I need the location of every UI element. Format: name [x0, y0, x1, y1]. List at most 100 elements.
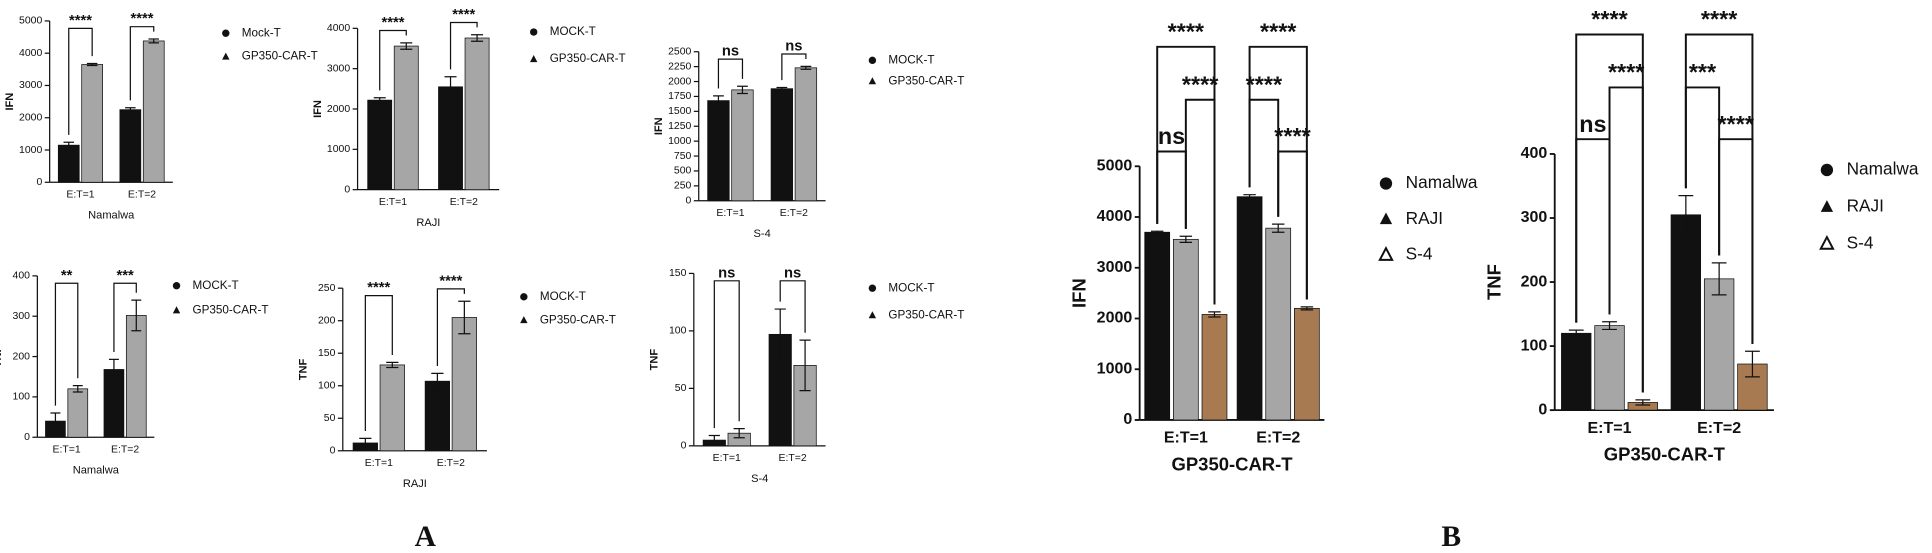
legend-marker — [222, 52, 230, 60]
significance-bracket — [449, 21, 478, 70]
y-tick-label: 0 — [36, 177, 42, 188]
x-tick-label: E:T=1 — [716, 208, 744, 219]
significance-label: ** — [61, 268, 73, 284]
significance-bracket — [113, 282, 137, 352]
x-tick-label: E:T=2 — [779, 453, 807, 464]
significance-label: ns — [1579, 111, 1606, 137]
significance-bracket — [717, 58, 744, 89]
x-axis-title: GP350-CAR-T — [1171, 453, 1293, 474]
error-bar — [1243, 194, 1256, 200]
bar — [1561, 332, 1592, 411]
significance-bracket — [1156, 150, 1187, 229]
legend-marker — [520, 316, 528, 324]
bar — [67, 388, 89, 438]
legend-label: MOCK-T — [888, 53, 934, 66]
legend-label: GP350-CAR-T — [242, 50, 318, 63]
x-tick-label: E:T=2 — [450, 197, 478, 208]
y-axis-title: TNF — [1483, 264, 1504, 300]
y-tick-label: 0 — [330, 446, 336, 457]
error-bar — [108, 358, 119, 381]
y-axis-title: IFN — [653, 117, 665, 135]
significance-bracket — [68, 27, 93, 135]
legend-label: RAJI — [1406, 208, 1443, 228]
significance-label: **** — [1718, 111, 1755, 137]
x-tick-label: E:T=2 — [437, 458, 465, 469]
legend-label: S-4 — [1847, 232, 1874, 252]
legend-marker — [172, 306, 181, 314]
error-bar — [708, 434, 720, 446]
y-axis-title: TNF — [0, 346, 4, 368]
bar — [142, 40, 165, 183]
y-tick-label: 250 — [318, 283, 336, 294]
y-tick-label: 4000 — [327, 23, 350, 34]
legend-label: MOCK-T — [540, 290, 586, 303]
legend-label: Mock-T — [242, 26, 281, 39]
legend-marker — [1379, 212, 1393, 225]
legend-label: GP350-CAR-T — [888, 74, 964, 87]
x-axis-title: Namalwa — [88, 209, 135, 221]
y-tick-label: 0 — [1538, 401, 1547, 418]
error-bar — [386, 361, 399, 369]
error-bar — [1678, 194, 1694, 235]
y-tick-label: 2000 — [327, 104, 350, 115]
y-tick-label: 200 — [1521, 273, 1548, 290]
legend-label: MOCK-T — [888, 281, 934, 294]
significance-label: *** — [116, 268, 133, 284]
y-tick-label: 1750 — [668, 91, 691, 102]
significance-bracket — [713, 280, 740, 429]
bar — [57, 144, 80, 183]
y-tick-label: 750 — [674, 151, 692, 162]
error-bar — [373, 97, 386, 104]
x-axis-title: S-4 — [754, 228, 771, 240]
x-tick-label: E:T=1 — [713, 453, 741, 464]
y-axis-title: IFN — [312, 100, 324, 118]
y-tick-label: 5000 — [1097, 158, 1133, 175]
legend-marker — [530, 55, 538, 63]
significance-label: **** — [131, 11, 154, 27]
legend-label: Namalwa — [1406, 172, 1478, 192]
bar — [707, 100, 730, 202]
significance-label: **** — [1608, 59, 1645, 85]
error-bar — [50, 412, 61, 430]
error-bar — [776, 86, 788, 91]
x-tick-label: E:T=2 — [128, 189, 156, 200]
significance-bracket — [364, 294, 393, 432]
bar — [1594, 325, 1625, 411]
legend-marker — [1379, 177, 1393, 190]
x-axis-title: RAJI — [403, 478, 427, 490]
error-bar — [1568, 329, 1584, 338]
x-tick-label: E:T=2 — [111, 444, 139, 455]
y-tick-label: 0 — [24, 432, 30, 443]
error-bar — [1745, 350, 1760, 378]
bar — [1294, 307, 1320, 421]
error-bar — [148, 38, 159, 44]
panel-label: A — [415, 521, 437, 553]
x-tick-label: E:T=1 — [379, 197, 407, 208]
significance-label: **** — [452, 7, 475, 23]
error-bar — [63, 141, 74, 149]
significance-label: **** — [1182, 71, 1219, 97]
legend-marker — [222, 29, 230, 37]
legend-label: GP350-CAR-T — [888, 308, 964, 321]
significance-bracket — [779, 280, 806, 333]
y-tick-label: 1000 — [1097, 360, 1133, 377]
bar — [731, 89, 754, 202]
y-tick-label: 3000 — [19, 80, 42, 91]
y-tick-label: 50 — [675, 383, 687, 394]
x-tick-label: E:T=1 — [53, 444, 81, 455]
y-tick-label: 3000 — [1097, 259, 1133, 276]
legend-marker — [868, 284, 877, 292]
error-bar — [1602, 321, 1617, 331]
legend-label: RAJI — [1847, 195, 1884, 215]
significance-label: ns — [784, 265, 801, 281]
significance-label: **** — [1260, 18, 1297, 44]
error-bar — [431, 372, 444, 390]
significance-bracket — [436, 288, 465, 366]
error-bar — [444, 76, 457, 98]
legend-marker — [1378, 246, 1394, 261]
legend-label: Namalwa — [1847, 159, 1919, 179]
significance-bracket — [54, 282, 79, 406]
significance-label: **** — [1246, 71, 1283, 97]
significance-label: ns — [1158, 123, 1185, 149]
significance-bracket — [781, 53, 807, 81]
